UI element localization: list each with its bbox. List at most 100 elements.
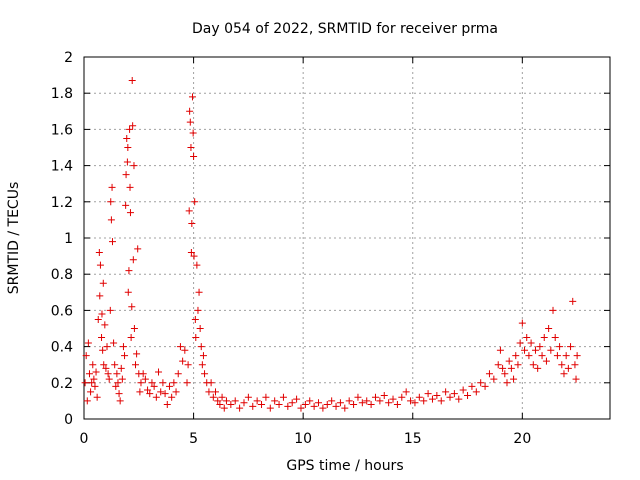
data-point [437, 397, 445, 405]
data-point [297, 404, 305, 412]
data-point [393, 401, 401, 409]
data-point [197, 343, 205, 351]
data-point [94, 315, 102, 323]
data-point [159, 379, 167, 387]
data-point [496, 346, 504, 354]
data-point [176, 343, 184, 351]
x-tick-label: 20 [513, 431, 531, 447]
data-point [521, 346, 529, 354]
data-point [186, 118, 194, 126]
x-axis-label: GPS time / hours [286, 458, 403, 474]
data-point [428, 395, 436, 403]
data-point [358, 399, 366, 407]
data-point [83, 397, 91, 405]
data-point [560, 370, 568, 378]
data-point [569, 297, 577, 305]
data-point [446, 393, 454, 401]
data-point [385, 399, 393, 407]
data-point [99, 346, 107, 354]
data-point [380, 391, 388, 399]
data-point [127, 334, 135, 342]
data-point [450, 390, 458, 398]
data-point [185, 207, 193, 215]
data-point [516, 339, 524, 347]
data-point [328, 397, 336, 405]
data-point [195, 288, 203, 296]
data-point [88, 379, 96, 387]
y-tick-label: 1.2 [51, 195, 73, 211]
data-point [236, 404, 244, 412]
data-point [157, 388, 165, 396]
data-point [96, 261, 104, 269]
x-tick-label: 15 [404, 431, 422, 447]
data-point [510, 375, 518, 383]
data-point [332, 402, 340, 410]
data-point [341, 404, 349, 412]
data-point [572, 375, 580, 383]
data-point [545, 325, 553, 332]
data-point [319, 404, 327, 412]
data-point [477, 379, 485, 387]
data-point [108, 238, 116, 246]
data-point [103, 343, 111, 351]
data-point [293, 395, 301, 403]
data-point [212, 388, 219, 396]
data-point [201, 370, 209, 378]
data-point [490, 375, 498, 383]
data-point [494, 361, 502, 369]
data-point [222, 397, 230, 405]
x-tick-label: 0 [80, 431, 89, 447]
data-point [534, 364, 542, 372]
data-point [207, 379, 215, 387]
data-point [218, 393, 226, 401]
data-point [112, 382, 120, 390]
data-point [181, 346, 189, 354]
data-point [139, 370, 147, 378]
y-tick-label: 0.6 [51, 303, 73, 319]
data-point [485, 370, 493, 378]
data-point [130, 162, 138, 170]
data-point [133, 350, 141, 358]
data-point [253, 397, 261, 405]
data-point [542, 357, 550, 365]
data-point [558, 361, 566, 369]
data-point [124, 144, 132, 151]
data-point [105, 375, 113, 383]
data-point [415, 393, 423, 401]
data-point [310, 402, 318, 410]
data-point [288, 399, 296, 407]
data-point [523, 334, 531, 342]
data-point [258, 401, 266, 409]
data-point [183, 379, 191, 387]
data-point [371, 393, 379, 401]
data-point [101, 321, 109, 329]
data-point [96, 292, 104, 300]
data-point [512, 352, 520, 360]
data-point [214, 397, 222, 405]
data-point [152, 393, 160, 401]
data-point [170, 379, 178, 387]
data-point [110, 339, 118, 347]
data-point [389, 395, 397, 403]
data-point [411, 399, 419, 407]
data-point [116, 397, 124, 405]
data-point [231, 397, 239, 405]
data-point [279, 393, 287, 401]
data-point [407, 397, 415, 405]
data-point [209, 393, 217, 401]
data-point [91, 382, 99, 390]
data-point [284, 402, 292, 410]
data-point [107, 198, 115, 206]
data-point [98, 310, 106, 318]
y-axis-label: SRMTID / TECUs [6, 182, 22, 295]
x-tick-label: 10 [294, 431, 312, 447]
data-point [113, 370, 121, 378]
data-point [350, 401, 358, 409]
data-point [184, 361, 192, 369]
data-point [122, 171, 130, 179]
data-point [336, 399, 344, 407]
data-point [122, 201, 130, 209]
data-point [136, 388, 144, 396]
data-point [459, 386, 467, 394]
